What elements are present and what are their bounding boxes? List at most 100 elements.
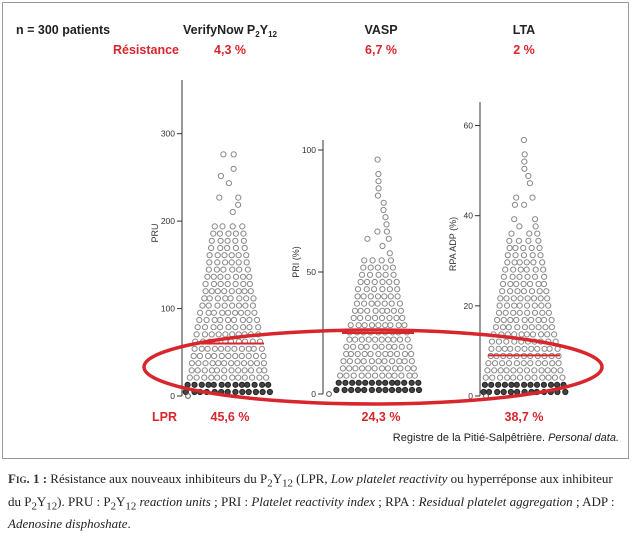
data-point — [381, 293, 388, 300]
data-point — [357, 343, 365, 350]
data-point — [208, 244, 215, 252]
data-point — [532, 223, 539, 230]
data-point — [393, 314, 400, 322]
data-point — [196, 316, 203, 324]
data-point — [516, 367, 524, 374]
data-point — [202, 360, 209, 367]
data-point — [535, 280, 542, 288]
data-point — [210, 280, 218, 288]
data-point — [215, 360, 222, 367]
data-point — [495, 338, 503, 345]
data-point — [554, 381, 561, 388]
data-point — [236, 295, 243, 302]
data-point — [551, 331, 558, 338]
data-point — [526, 230, 533, 237]
data-point — [247, 367, 255, 374]
data-point — [241, 244, 248, 252]
data-point — [549, 360, 556, 367]
data-point — [541, 360, 549, 367]
origin-point — [326, 391, 332, 397]
data-point — [524, 374, 531, 381]
data-point — [385, 235, 392, 242]
data-point — [222, 331, 229, 338]
data-point — [506, 237, 513, 244]
data-point — [510, 266, 517, 273]
data-point — [528, 324, 535, 331]
data-point — [536, 244, 543, 252]
data-point — [228, 288, 235, 295]
y-tick-label: 60 — [464, 121, 474, 131]
data-point — [484, 367, 491, 374]
data-point — [188, 360, 195, 367]
data-point — [516, 259, 523, 266]
data-point — [361, 350, 368, 358]
data-point — [243, 259, 250, 266]
data-point — [360, 293, 367, 300]
data-point — [530, 259, 537, 266]
lpr-value: 45,6 % — [211, 410, 250, 424]
data-point — [374, 228, 381, 235]
caption-part-3: Low platelet reactivity — [330, 471, 448, 486]
y-tick-label: 200 — [161, 216, 175, 226]
data-point — [214, 374, 221, 381]
figure-caption: Fig. 1 : Résistance aux nouveaux inhibit… — [8, 470, 626, 532]
data-point — [235, 288, 242, 295]
data-point — [239, 316, 246, 324]
data-point — [548, 316, 555, 324]
data-point — [225, 352, 232, 360]
data-point — [243, 252, 250, 259]
data-point — [368, 300, 375, 307]
data-point — [371, 314, 379, 322]
data-point — [232, 309, 239, 316]
data-point — [540, 266, 547, 273]
data-point — [202, 288, 209, 295]
data-point — [205, 381, 212, 388]
data-point — [228, 252, 235, 259]
data-point — [394, 286, 401, 293]
data-point — [504, 259, 511, 266]
data-point — [537, 295, 544, 302]
data-point — [195, 360, 202, 367]
data-point — [371, 278, 378, 286]
y-tick-label: 50 — [307, 267, 317, 277]
data-point — [211, 345, 218, 352]
data-point — [535, 316, 542, 324]
data-point — [201, 324, 209, 331]
y-axis-label: PRI (%) — [291, 246, 301, 278]
data-point — [258, 345, 265, 352]
data-point — [502, 266, 509, 273]
data-point — [210, 230, 217, 237]
data-point — [529, 252, 536, 259]
data-point — [337, 372, 344, 379]
data-point — [371, 286, 378, 293]
data-point — [503, 295, 510, 302]
data-point — [216, 230, 223, 237]
data-point — [365, 372, 372, 379]
data-point — [198, 345, 205, 352]
data-point — [232, 388, 239, 396]
data-point — [510, 295, 517, 302]
data-point — [229, 223, 236, 230]
resistance-value: 2 % — [513, 43, 535, 57]
data-point — [386, 250, 393, 257]
data-point — [382, 386, 389, 394]
data-point — [497, 374, 504, 381]
data-point — [495, 345, 502, 352]
data-point — [382, 264, 389, 271]
data-point — [529, 194, 536, 201]
data-point — [496, 302, 503, 309]
data-point — [529, 331, 537, 338]
data-point — [255, 324, 262, 331]
data-point — [384, 307, 391, 314]
data-point — [259, 388, 266, 396]
data-point — [229, 302, 236, 309]
data-point — [408, 358, 415, 365]
data-point — [504, 374, 511, 381]
data-point — [357, 307, 364, 314]
caption-part-9: ; RPA : — [375, 493, 419, 509]
data-point — [520, 136, 528, 144]
data-point — [494, 316, 501, 324]
data-point — [194, 367, 201, 374]
data-point — [521, 345, 528, 352]
